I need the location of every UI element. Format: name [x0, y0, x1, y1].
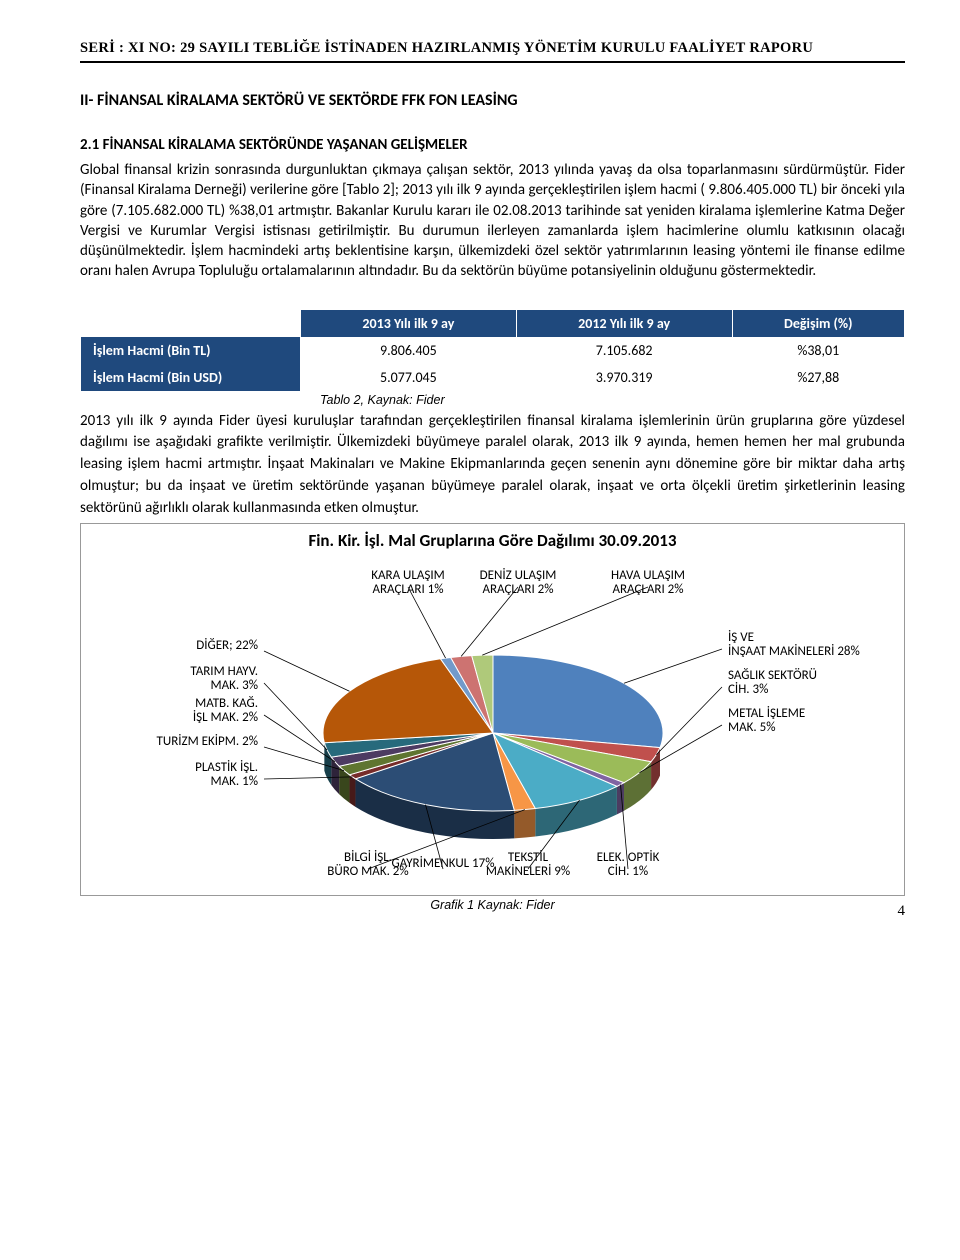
- table-header: [81, 310, 301, 337]
- leader-line: [264, 651, 349, 691]
- post-table-paragraph: 2013 yılı ilk 9 ayında Fider üyesi kurul…: [80, 411, 905, 520]
- leader-line: [408, 587, 446, 658]
- leader-line: [461, 587, 518, 656]
- slice-label: DENİZ ULAŞIMARAÇLARI 2%: [479, 568, 556, 597]
- document-header: SERİ : XI NO: 29 SAYILI TEBLİĞE İSTİNADE…: [80, 40, 905, 63]
- slice-label: TURİZM EKİPM. 2%: [156, 734, 257, 749]
- slice-label: İŞ VEİNŞAAT MAKİNELERİ 28%: [728, 630, 860, 659]
- chart-title: Fin. Kir. İşl. Mal Gruplarına Göre Dağıl…: [85, 530, 900, 551]
- slice-label: GAYRİMENKUL 17%: [391, 856, 494, 871]
- slice-label: SAĞLIK SEKTÖRÜCİH. 3%: [728, 668, 817, 697]
- pie-chart: İŞ VEİNŞAAT MAKİNELERİ 28% SAĞLIK SEKTÖRÜ…: [88, 553, 898, 893]
- slice-label: TEKSTİLMAKİNELERİ 9%: [485, 850, 569, 879]
- slice-label: TARIM HAYV.MAK. 3%: [190, 664, 258, 693]
- leader-line: [656, 687, 722, 755]
- table-rowhead: İşlem Hacmi (Bin USD): [81, 364, 301, 391]
- slice-label: ELEK. OPTİKCİH. 1%: [596, 850, 659, 879]
- slice-label: HAVA ULAŞIMARAÇLARI 2%: [611, 568, 685, 597]
- subsection-title: 2.1 FİNANSAL KİRALAMA SEKTÖRÜNDE YAŞANAN…: [80, 136, 905, 154]
- table-cell: 7.105.682: [516, 337, 732, 364]
- slice-label: DİĞER; 22%: [196, 638, 258, 653]
- pie-chart-wrapper: Fin. Kir. İşl. Mal Gruplarına Göre Dağıl…: [80, 523, 905, 896]
- chart-caption: Grafik 1 Kaynak: Fider: [80, 898, 905, 912]
- table-header: Değişim (%): [732, 310, 904, 337]
- page-number: 4: [898, 903, 906, 920]
- table-cell: 9.806.405: [301, 337, 517, 364]
- body-paragraph: Global finansal krizin sonrasında durgun…: [80, 160, 905, 282]
- table-caption: Tablo 2, Kaynak: Fider: [80, 393, 905, 407]
- table-header: 2012 Yılı ilk 9 ay: [516, 310, 732, 337]
- table-header: 2013 Yılı ilk 9 ay: [301, 310, 517, 337]
- slice-label: KARA ULAŞIMARAÇLARI 1%: [371, 568, 445, 597]
- pie-slice-side: [349, 775, 355, 807]
- leader-line: [482, 587, 648, 655]
- pie-slice: [493, 655, 663, 748]
- pie-slice-side: [514, 809, 535, 839]
- table-rowhead: İşlem Hacmi (Bin TL): [81, 337, 301, 364]
- slice-label: MATB. KAĞ.İŞL MAK. 2%: [192, 696, 257, 725]
- leader-line: [623, 649, 721, 683]
- slice-label: METAL İŞLEMEMAK. 5%: [728, 706, 805, 735]
- data-table: 2013 Yılı ilk 9 ay2012 Yılı ilk 9 ayDeği…: [80, 310, 905, 391]
- table-cell: 5.077.045: [301, 364, 517, 391]
- table-cell: 3.970.319: [516, 364, 732, 391]
- table-cell: %27,88: [732, 364, 904, 391]
- section-title: II- FİNANSAL KİRALAMA SEKTÖRÜ VE SEKTÖRD…: [80, 91, 905, 110]
- slice-label: PLASTİK İŞL.MAK. 1%: [195, 760, 258, 789]
- leader-line: [264, 683, 327, 750]
- table-cell: %38,01: [732, 337, 904, 364]
